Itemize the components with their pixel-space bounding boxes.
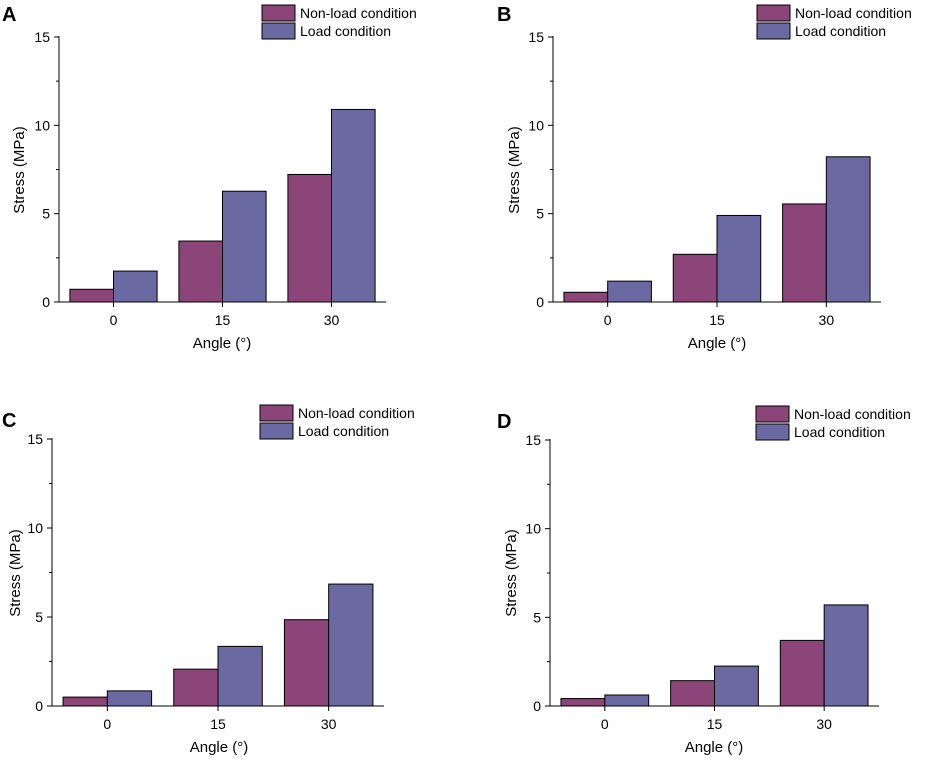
- y-tick-label: 5: [533, 609, 541, 625]
- x-axis-title: Angle (°): [190, 739, 249, 756]
- legend-swatch-non-load: [756, 4, 791, 22]
- y-tick-label: 10: [525, 521, 541, 537]
- y-axis-title: Stress (MPa): [506, 126, 523, 214]
- legend-swatch-load: [259, 422, 294, 440]
- y-tick-label: 15: [525, 432, 541, 448]
- legend: Non-load condition Load condition: [259, 404, 415, 440]
- x-tick-label: 30: [321, 716, 337, 732]
- y-tick-label: 0: [536, 294, 544, 310]
- legend-swatch-non-load: [259, 404, 294, 422]
- y-tick-label: 0: [533, 698, 541, 714]
- x-tick-label: 15: [215, 312, 231, 328]
- bar-non-load-15: [173, 668, 219, 707]
- bar-load-0: [604, 694, 650, 707]
- legend-label-load: Load condition: [300, 23, 391, 39]
- x-tick-label: 15: [707, 716, 723, 732]
- bar-load-30: [331, 108, 376, 303]
- y-axis-title: Stress (MPa): [11, 126, 28, 214]
- panel-a: A 0 5 10 15 0 15 30 Angle (°) Stress (MPa) Non-loa…: [2, 4, 417, 352]
- y-tick-label: 10: [27, 520, 43, 536]
- y-tick-label: 0: [35, 698, 43, 714]
- x-tick-label: 0: [103, 716, 111, 732]
- bar-load-15: [217, 645, 263, 707]
- x-tick-label: 30: [324, 312, 340, 328]
- bar-non-load-0: [563, 291, 609, 303]
- bar-non-load-30: [283, 619, 330, 707]
- x-tick-label: 15: [210, 716, 226, 732]
- bar-non-load-0: [62, 696, 108, 707]
- bar-load-30: [328, 583, 374, 707]
- bar-load-0: [113, 270, 158, 303]
- bar-non-load-0: [560, 698, 606, 707]
- bar-load-15: [716, 214, 762, 303]
- x-tick-label: 0: [604, 312, 612, 328]
- panel-letter: A: [2, 4, 16, 26]
- legend: Non-load condition Load condition: [756, 4, 912, 40]
- bar-load-30: [823, 604, 869, 707]
- panel-d: D 0 5 10 15 0 15 30 Angle (°) Stress (MPa) Non-loa…: [497, 405, 911, 756]
- bar-non-load-30: [287, 173, 332, 303]
- legend-swatch-load: [755, 423, 790, 441]
- y-tick-label: 10: [34, 117, 50, 133]
- legend-label-load: Load condition: [298, 423, 389, 439]
- y-tick-label: 10: [528, 117, 544, 133]
- x-axis-title: Angle (°): [688, 335, 747, 352]
- x-tick-label: 0: [110, 312, 118, 328]
- y-tick-label: 0: [42, 294, 50, 310]
- bar-non-load-30: [779, 639, 825, 707]
- y-tick-label: 5: [35, 609, 43, 625]
- y-tick-label: 15: [27, 431, 43, 447]
- legend: Non-load condition Load condition: [261, 4, 417, 40]
- legend-label-non-load: Non-load condition: [795, 5, 912, 21]
- legend-label-load: Load condition: [794, 424, 885, 440]
- legend-swatch-load: [261, 22, 296, 40]
- bar-non-load-15: [178, 240, 223, 303]
- legend: Non-load condition Load condition: [755, 405, 911, 441]
- bar-load-15: [222, 190, 267, 303]
- y-tick-label: 15: [528, 29, 544, 45]
- panel-b: B 0 5 10 15 0 15 30 Angle (°) Stress (MPa) Non-loa…: [497, 4, 912, 352]
- x-tick-label: 0: [601, 716, 609, 732]
- x-tick-label: 30: [819, 312, 835, 328]
- x-axis-title: Angle (°): [685, 739, 744, 756]
- bar-non-load-15: [672, 253, 718, 303]
- bar-load-15: [714, 665, 759, 707]
- legend-swatch-non-load: [261, 4, 296, 22]
- panel-letter: C: [2, 410, 16, 432]
- legend-label-non-load: Non-load condition: [794, 406, 911, 422]
- legend-swatch-load: [756, 22, 791, 40]
- bar-non-load-15: [670, 680, 716, 707]
- panel-letter: D: [497, 411, 511, 433]
- y-axis-title: Stress (MPa): [7, 529, 24, 617]
- panel-letter: B: [497, 4, 511, 26]
- legend-label-load: Load condition: [795, 23, 886, 39]
- bar-load-0: [106, 690, 153, 707]
- x-tick-label: 15: [709, 312, 725, 328]
- legend-label-non-load: Non-load condition: [300, 5, 417, 21]
- bar-load-30: [825, 156, 871, 303]
- x-axis-title: Angle (°): [193, 335, 252, 352]
- bar-load-0: [607, 280, 652, 303]
- panel-c: C 0 5 10 15 0 15 30 Angle (°) Stress (MPa) Non-loa…: [2, 404, 415, 756]
- bar-non-load-30: [782, 203, 827, 303]
- y-tick-label: 15: [34, 29, 50, 45]
- y-axis-title: Stress (MPa): [503, 529, 520, 617]
- legend-swatch-non-load: [755, 405, 790, 423]
- x-tick-label: 30: [816, 716, 832, 732]
- legend-label-non-load: Non-load condition: [298, 405, 415, 421]
- y-tick-label: 5: [536, 206, 544, 222]
- bar-non-load-0: [69, 288, 114, 303]
- y-tick-label: 5: [42, 206, 50, 222]
